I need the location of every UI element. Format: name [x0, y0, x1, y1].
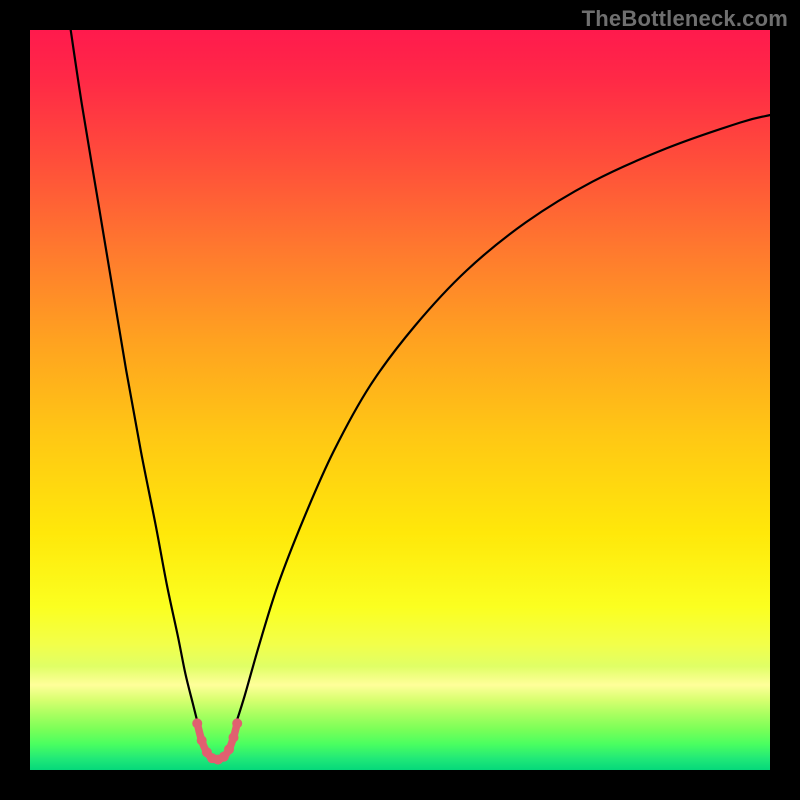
optimal-range-marker — [232, 718, 242, 728]
optimal-range-marker — [224, 744, 234, 754]
bottleneck-curve-chart — [30, 30, 770, 770]
gradient-background — [30, 30, 770, 770]
optimal-range-marker — [192, 718, 202, 728]
optimal-range-marker — [229, 732, 239, 742]
chart-outer-frame: TheBottleneck.com — [0, 0, 800, 800]
watermark-text: TheBottleneck.com — [582, 6, 788, 32]
optimal-range-marker — [197, 735, 207, 745]
